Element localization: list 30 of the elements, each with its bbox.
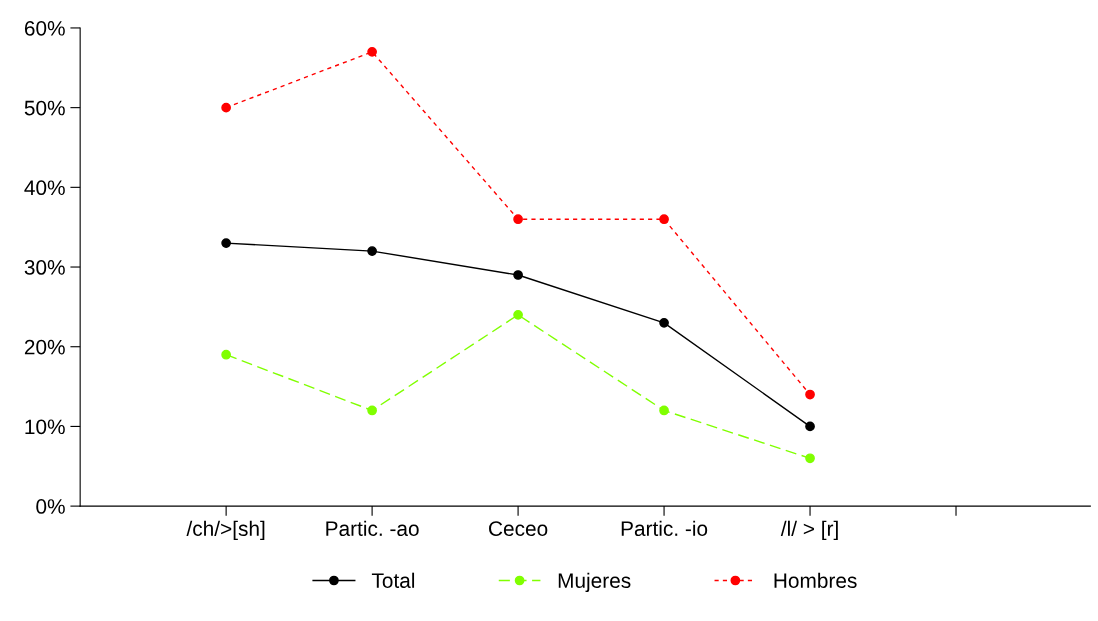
y-tick-label: 20%	[24, 339, 65, 355]
point	[221, 102, 231, 113]
point	[805, 421, 815, 432]
x-tick-label: Partic. -ao	[326, 520, 419, 536]
point	[513, 214, 523, 225]
point	[367, 405, 377, 416]
point	[805, 453, 815, 464]
legend-label: Hombres	[774, 572, 857, 588]
x-tick-label: /l/ > [r]	[780, 520, 838, 541]
y-tick-label: 60%	[24, 20, 65, 36]
point	[659, 317, 669, 328]
legend-label: Total	[371, 572, 415, 588]
point	[221, 238, 231, 248]
point	[513, 309, 523, 320]
point	[367, 46, 377, 57]
point	[659, 405, 669, 416]
y-tick-label: 50%	[24, 100, 65, 116]
point	[805, 389, 815, 400]
legend-label: Mujeres	[558, 572, 631, 593]
point	[659, 214, 669, 225]
point	[367, 246, 377, 256]
x-tick-label: Partic. -io	[621, 520, 708, 536]
x-tick-label: /ch/>[sh]	[186, 520, 265, 541]
y-tick-label: 10%	[25, 419, 65, 435]
y-tick-label: 30%	[24, 260, 65, 275]
y-tick-label: 0%	[36, 499, 65, 514]
point	[221, 349, 231, 360]
point	[513, 270, 523, 280]
x-tick-label: Ceceo	[489, 521, 548, 536]
y-tick-label: 40%	[24, 180, 65, 196]
